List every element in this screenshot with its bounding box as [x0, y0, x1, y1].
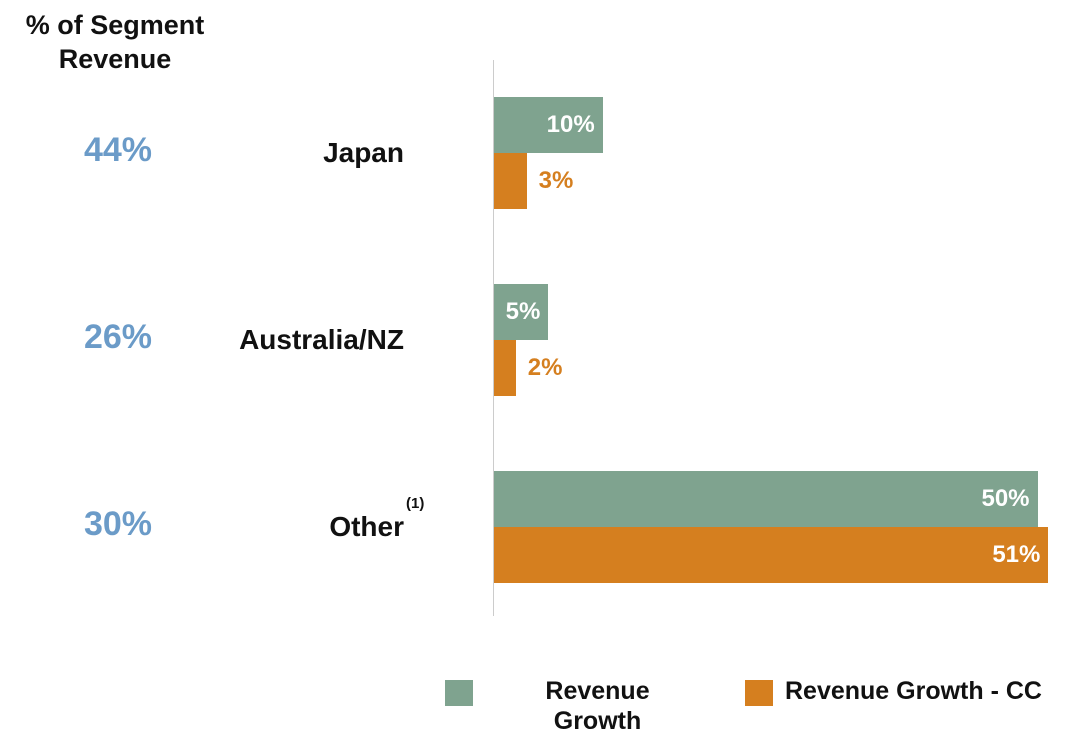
- value-label: 2%: [527, 354, 563, 381]
- value-label: 51%: [992, 541, 1041, 568]
- bar: [494, 527, 1049, 583]
- bar: [494, 153, 527, 209]
- segment-share: 30%: [83, 505, 153, 543]
- bar: [494, 97, 603, 153]
- value-label: 10%: [546, 111, 595, 138]
- bar: [494, 340, 516, 396]
- bar: [494, 471, 1038, 527]
- value-label: 50%: [981, 485, 1030, 512]
- share-title: % of Segment Revenue: [25, 10, 205, 74]
- value-label: 5%: [505, 298, 541, 325]
- category-label: Japan: [323, 137, 404, 168]
- legend-label: Revenue Growth - CC: [785, 677, 1042, 705]
- legend-swatch: [445, 680, 473, 706]
- legend-swatch: [745, 680, 773, 706]
- bar: [494, 284, 549, 340]
- segment-share: 26%: [83, 318, 153, 356]
- segment-share: 44%: [83, 131, 153, 169]
- axis-line: [493, 60, 494, 616]
- category-label: Other: [329, 511, 404, 542]
- value-label: 3%: [538, 167, 574, 194]
- category-note: (1): [406, 495, 425, 512]
- category-label: Australia/NZ: [239, 324, 404, 355]
- legend-label: Revenue Growth: [545, 677, 650, 735]
